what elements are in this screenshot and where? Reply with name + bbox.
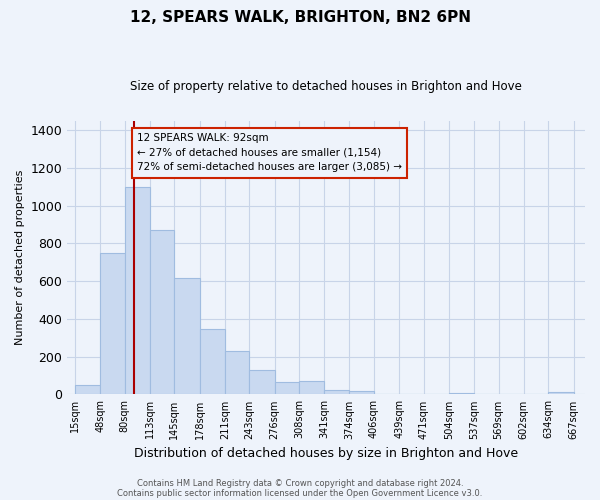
Bar: [324, 390, 349, 394]
Bar: [125, 186, 150, 394]
Text: 12, SPEARS WALK, BRIGHTON, BN2 6PN: 12, SPEARS WALK, BRIGHTON, BN2 6PN: [130, 10, 470, 25]
Text: 12 SPEARS WALK: 92sqm
← 27% of detached houses are smaller (1,154)
72% of semi-d: 12 SPEARS WALK: 92sqm ← 27% of detached …: [137, 133, 402, 172]
Text: Contains public sector information licensed under the Open Government Licence v3: Contains public sector information licen…: [118, 488, 482, 498]
Bar: [548, 392, 574, 394]
Title: Size of property relative to detached houses in Brighton and Hove: Size of property relative to detached ho…: [130, 80, 522, 93]
Y-axis label: Number of detached properties: Number of detached properties: [15, 170, 25, 345]
Bar: [249, 370, 275, 394]
Bar: [349, 391, 374, 394]
Bar: [100, 253, 125, 394]
Bar: [299, 381, 324, 394]
Bar: [75, 385, 100, 394]
Bar: [225, 352, 249, 395]
X-axis label: Distribution of detached houses by size in Brighton and Hove: Distribution of detached houses by size …: [134, 447, 518, 460]
Bar: [200, 328, 225, 394]
Bar: [449, 392, 474, 394]
Bar: [175, 278, 200, 394]
Text: Contains HM Land Registry data © Crown copyright and database right 2024.: Contains HM Land Registry data © Crown c…: [137, 478, 463, 488]
Bar: [275, 382, 299, 394]
Bar: [150, 230, 175, 394]
